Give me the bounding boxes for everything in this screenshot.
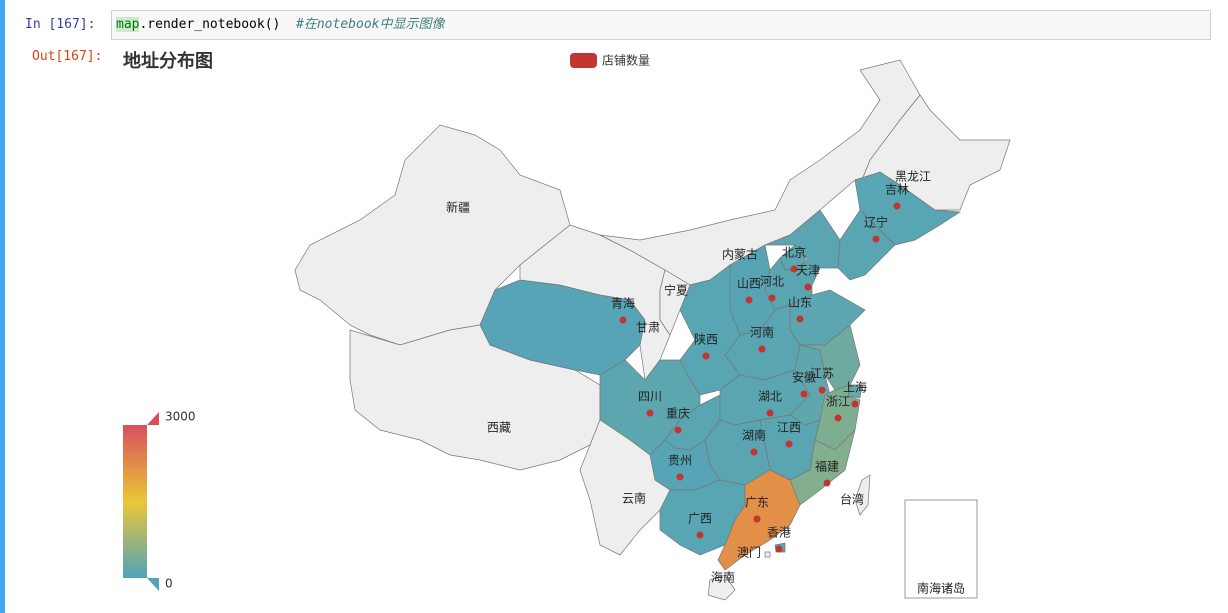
province-label: 云南: [622, 491, 646, 506]
province-label: 江苏: [810, 367, 834, 381]
point: [851, 400, 859, 408]
province-label: 上海: [843, 380, 867, 395]
legend-swatch: [570, 53, 597, 68]
point: [696, 531, 704, 539]
province: [764, 551, 771, 558]
province-label: 河南: [750, 325, 774, 340]
province-label: 安徽: [792, 370, 816, 385]
point: [785, 440, 793, 448]
province-label: 浙江: [826, 395, 850, 409]
province: [854, 474, 871, 516]
province-label: 四川: [638, 390, 662, 404]
point: [619, 316, 627, 324]
visual-map-handle: [147, 412, 159, 425]
province-label: 辽宁: [864, 215, 888, 230]
point: [766, 409, 774, 417]
province-label: 海南: [711, 570, 735, 585]
point: [872, 235, 880, 243]
point: [800, 390, 808, 398]
point: [768, 294, 776, 302]
province-label: 新疆: [446, 200, 470, 215]
inset-box: [904, 499, 978, 599]
province-label: 河北: [760, 275, 784, 289]
inset-label: 南海诸岛: [917, 581, 965, 596]
code-cell[interactable]: map.render_notebook() #在notebook中显示图像: [111, 10, 1211, 40]
cell-indicator: [0, 0, 5, 613]
province-label: 北京: [782, 246, 806, 260]
province-label: 广西: [688, 512, 712, 526]
province-label: 陕西: [694, 332, 718, 347]
province: [659, 269, 691, 336]
province: [837, 209, 896, 281]
legend-label: 店铺数量: [602, 53, 650, 68]
province-label: 西藏: [487, 421, 511, 435]
point: [790, 265, 798, 273]
point: [893, 202, 901, 210]
point: [818, 386, 826, 394]
province-label: 天津: [796, 264, 820, 278]
visual-map-bar: [123, 425, 147, 578]
province-label: 内蒙古: [722, 247, 758, 262]
province: [789, 428, 856, 506]
point: [753, 515, 761, 523]
province-label: 湖南: [742, 428, 766, 443]
province-label: 山东: [788, 296, 812, 310]
province-label: 甘肃: [636, 321, 660, 335]
province-label: 贵州: [668, 454, 692, 468]
province-label: 吉林: [885, 183, 909, 197]
in-prompt: In [167]:: [25, 17, 96, 32]
visual-map-min: 0: [165, 577, 173, 591]
province-label: 福建: [815, 459, 839, 474]
point: [702, 352, 710, 360]
chart-title: 地址分布图: [123, 50, 213, 72]
province-label: 广东: [745, 496, 769, 510]
out-prompt: Out[167]:: [32, 49, 103, 64]
point: [750, 448, 758, 456]
point: [758, 345, 766, 353]
point: [823, 479, 831, 487]
province-label: 江西: [777, 421, 801, 435]
province: [707, 574, 736, 601]
province-label: 湖北: [758, 389, 782, 404]
visual-map-handle: [147, 578, 159, 591]
point: [646, 409, 654, 417]
province-label: 黑龙江: [895, 170, 931, 184]
province-label: 重庆: [666, 407, 690, 421]
point: [676, 473, 684, 481]
point: [796, 315, 804, 323]
point: [804, 283, 812, 291]
code-object: map: [116, 17, 140, 32]
province-label: 香港: [767, 526, 791, 540]
point: [834, 414, 842, 422]
code-call: .render_notebook(): [139, 17, 281, 32]
province: [519, 224, 671, 381]
point: [745, 296, 753, 304]
code-comment: #在notebook中显示图像: [296, 17, 445, 32]
visual-map-max: 3000: [165, 410, 196, 424]
province-label: 青海: [611, 296, 635, 311]
point: [775, 545, 783, 553]
province-label: 澳门: [737, 545, 761, 560]
province-label: 宁夏: [664, 283, 688, 298]
province-label: 台湾: [840, 492, 864, 507]
point: [674, 426, 682, 434]
province-label: 山西: [737, 277, 761, 291]
